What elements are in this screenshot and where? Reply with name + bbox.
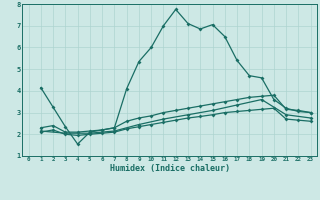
X-axis label: Humidex (Indice chaleur): Humidex (Indice chaleur) — [110, 164, 230, 173]
